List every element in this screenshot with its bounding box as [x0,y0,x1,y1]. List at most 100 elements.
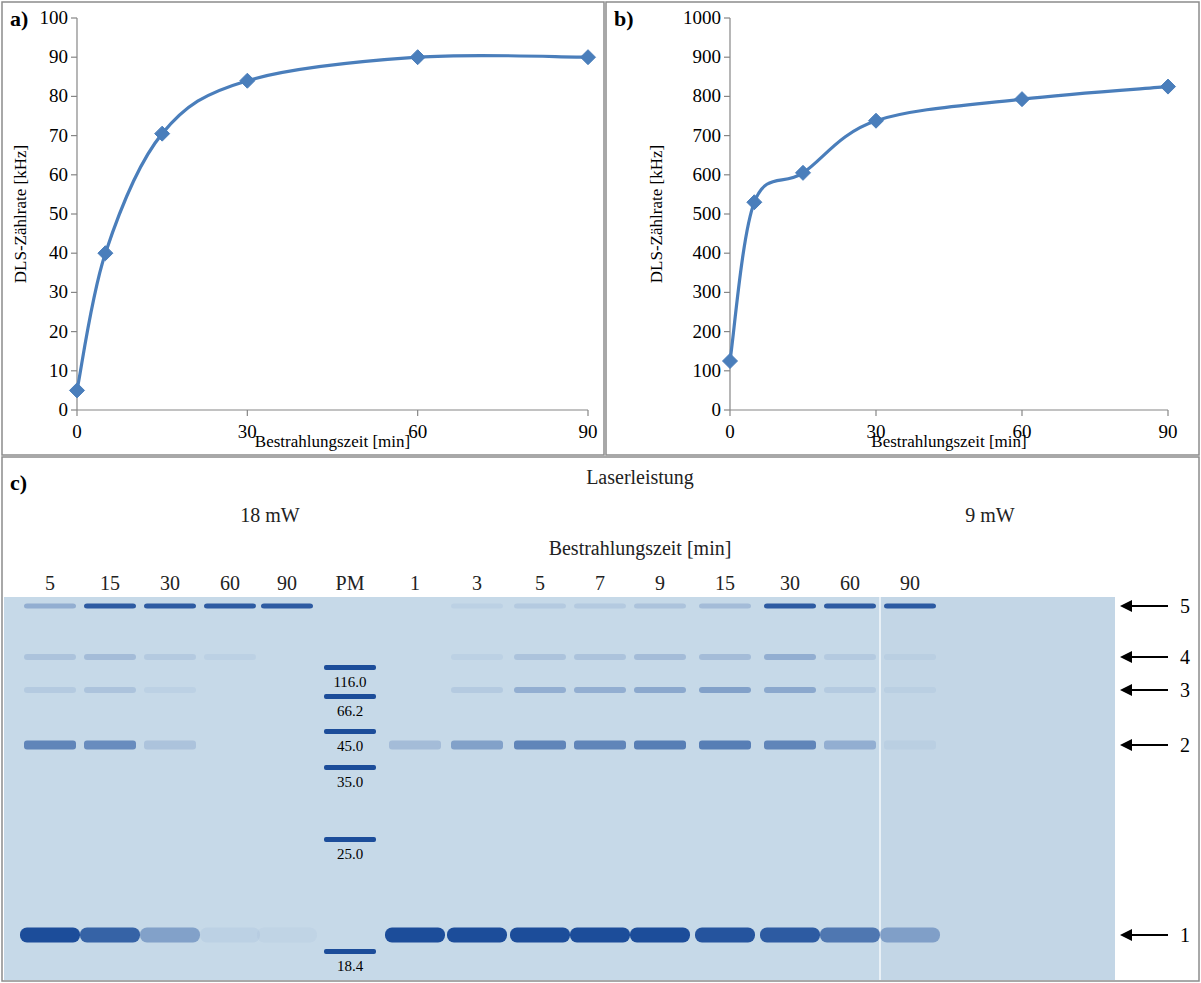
gel-band [261,604,313,609]
gel-band [630,928,690,943]
gel-band [204,654,256,660]
gel-band [760,928,820,943]
panel-frame [2,2,604,455]
data-point [240,73,255,88]
band-label: 4 [1180,646,1190,668]
data-point [70,383,85,398]
gel-band [140,928,200,943]
gel-band [84,654,136,660]
gel-band [820,928,880,943]
gel-subtitle: Bestrahlungszeit [min] [549,537,732,560]
lane-label: 5 [535,572,545,594]
x-axis-title: Bestrahlungszeit [min] [255,432,410,451]
gel-band [451,604,503,609]
gel-band [884,604,936,609]
gel-band [764,687,816,693]
ladder-label: 66.2 [337,703,363,719]
gel-band [144,654,196,660]
gel-band [634,654,686,660]
y-tick [724,370,730,371]
y-tick-label: 30 [49,281,68,302]
gel-band [451,654,503,660]
lane-label: 5 [45,572,55,594]
x-axis-title: Bestrahlungszeit [min] [871,432,1026,451]
data-point [1161,79,1176,94]
y-tick-label: 40 [49,242,68,263]
y-tick-label: 700 [693,125,722,146]
gel-band [261,687,313,693]
ladder-band [324,729,376,734]
y-tick [71,57,77,58]
y-tick [724,135,730,136]
data-point [98,246,113,261]
lane-label: 9 [655,572,665,594]
gel-band [510,928,570,943]
line-chart: 010020030040050060070080090010000306090B… [614,6,1178,451]
band-arrow [1128,656,1168,658]
gel-band [389,654,441,660]
gel-band [80,928,140,943]
y-tick-label: 400 [693,242,722,263]
x-tick-label: 90 [579,421,598,442]
x-tick-label: 60 [408,421,427,442]
band-arrow [1128,744,1168,746]
y-tick [724,409,730,410]
y-tick-label: 70 [49,125,68,146]
y-tick-label: 0 [712,399,722,420]
band-label: 3 [1180,679,1190,701]
band-arrow-head [1120,651,1132,663]
gel-band [84,741,136,750]
gel-background [880,597,1115,980]
y-tick [71,370,77,371]
y-tick [71,292,77,293]
gel-band [699,687,751,693]
gel-band [204,687,256,693]
x-tick [587,410,588,416]
y-tick-label: 900 [693,46,722,67]
gel-band [699,654,751,660]
band-arrow-head [1120,739,1132,751]
plot-data [70,50,596,398]
x-tick [729,410,730,416]
gel-band [764,654,816,660]
gel-panel: c)LaserleistungBestrahlungszeit [min]18 … [4,466,1190,980]
gel-band [204,604,256,609]
ladder-band [324,694,376,699]
gel-band [261,654,313,660]
gel-band [699,604,751,609]
gel-band [570,928,630,943]
ladder-label: 25.0 [337,846,363,862]
gel-band [514,741,566,750]
x-tick [1167,410,1168,416]
band-arrow-head [1120,929,1132,941]
group-label: 9 mW [965,504,1015,526]
data-point [1015,92,1030,107]
x-tick-label: 90 [1159,421,1178,442]
figure: 01020304050607080901000306090Bestrahlung… [0,0,1201,983]
lane-label: 15 [100,572,120,594]
y-tick [724,213,730,214]
y-tick [724,292,730,293]
y-axis-title: DLS-Zählrate [kHz] [647,145,666,283]
data-point [410,50,425,65]
y-tick-label: 100 [693,360,722,381]
panel-frame [2,457,1199,981]
panel-letter: c) [10,470,27,495]
y-axis-title: DLS-Zählrate [kHz] [11,145,30,283]
y-tick-label: 10 [49,360,68,381]
y-tick [71,174,77,175]
data-point [869,113,884,128]
gel-band [20,928,80,943]
group-label: 18 mW [240,504,300,526]
ladder-label: 35.0 [337,774,363,790]
gel-band [204,741,256,750]
y-tick [724,331,730,332]
lane-label: PM [336,572,365,594]
ladder-band [324,949,376,954]
y-tick-label: 90 [49,46,68,67]
ladder-label: 18.4 [337,958,364,974]
band-arrow [1128,689,1168,691]
x-tick [875,410,876,416]
x-axis [730,409,1168,410]
gel-band [634,604,686,609]
